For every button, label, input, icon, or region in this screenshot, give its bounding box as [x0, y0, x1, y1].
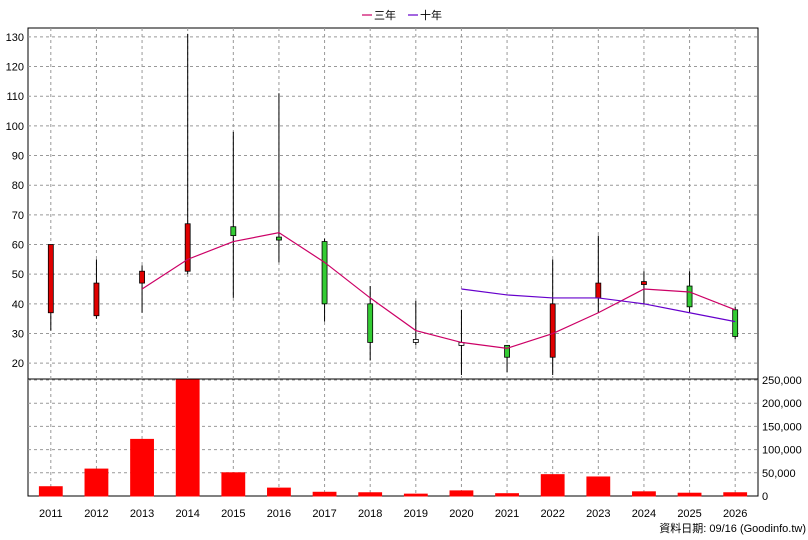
price-tick-label: 100: [6, 121, 24, 133]
candle-body: [504, 344, 510, 358]
x-tick-label: 2017: [312, 508, 336, 520]
price-tick-label: 70: [12, 210, 24, 222]
volume-bar: [449, 490, 474, 497]
x-tick-label: 2015: [221, 508, 245, 520]
x-tick-label: 2026: [723, 508, 747, 520]
plot-frame: [27, 27, 759, 497]
candle-body: [321, 241, 328, 305]
volume-bar: [312, 491, 337, 497]
volume-bar: [540, 474, 565, 497]
candle-body: [412, 339, 419, 343]
candle-body: [367, 303, 374, 343]
ma-line-1: [461, 288, 736, 323]
moving-average-lines: [141, 232, 736, 349]
volume-bar: [130, 438, 154, 497]
volume-bar: [403, 493, 428, 497]
candle-body: [47, 244, 54, 314]
price-tick-label: 80: [12, 180, 24, 192]
legend: 三年 十年: [362, 8, 442, 22]
price-tick-label: 30: [12, 329, 24, 341]
candle-body: [732, 309, 739, 337]
volume-tick-label: 250,000: [762, 375, 802, 387]
source-footer: 資料日期: 09/16 (Goodinfo.tw): [659, 521, 806, 535]
volume-tick-label: 150,000: [762, 421, 802, 433]
x-tick-label: 2024: [632, 508, 656, 520]
price-tick-label: 120: [6, 62, 24, 74]
x-tick-label: 2016: [267, 508, 291, 520]
x-tick-label: 2022: [540, 508, 564, 520]
x-tick-label: 2014: [175, 508, 199, 520]
candle-body: [139, 270, 145, 284]
candle-body: [230, 226, 237, 237]
volume-bar: [221, 472, 246, 497]
price-tick-label: 90: [12, 151, 24, 163]
x-tick-label: 2021: [495, 508, 519, 520]
axes: 20 30 40 50 60 70 80 90 100 110 120 130 0 50,000 100,0…: [6, 32, 802, 520]
volume-bar: [723, 492, 748, 497]
x-tick-label: 2012: [84, 508, 108, 520]
x-tick-label: 2020: [449, 508, 473, 520]
candle-body: [276, 236, 282, 241]
volume-tick-label: 50,000: [762, 468, 796, 480]
volume-bar: [358, 492, 383, 497]
volume-bar: [175, 379, 200, 497]
legend-label-0: 三年: [374, 8, 396, 22]
x-tick-label: 2013: [130, 508, 154, 520]
price-tick-label: 60: [12, 240, 24, 252]
price-tick-label: 110: [6, 91, 24, 103]
volume-bar: [632, 491, 656, 497]
candles: [47, 33, 739, 376]
grid-lines: [28, 28, 758, 496]
plot-border: [27, 27, 759, 497]
ma-line-0: [141, 232, 736, 349]
volume-tick-label: 0: [762, 491, 768, 503]
volume-bar: [677, 492, 702, 497]
price-tick-label: 20: [12, 358, 24, 370]
volume-bars: [38, 379, 748, 497]
candle-body: [549, 303, 556, 358]
volume-bar: [84, 468, 109, 497]
candle-body: [184, 223, 191, 272]
x-tick-label: 2019: [404, 508, 428, 520]
x-tick-label: 2018: [358, 508, 382, 520]
candle-body: [93, 282, 100, 317]
volume-tick-label: 200,000: [762, 398, 802, 410]
volume-tick-label: 100,000: [762, 445, 802, 457]
volume-bar: [267, 487, 291, 497]
candle-body: [641, 281, 647, 285]
price-tick-label: 50: [12, 269, 24, 281]
candle-body: [595, 282, 602, 299]
x-tick-label: 2023: [586, 508, 610, 520]
volume-bar: [495, 493, 519, 497]
price-tick-label: 130: [6, 32, 24, 44]
candle-body: [686, 285, 693, 308]
volume-bar: [586, 476, 611, 497]
legend-label-1: 十年: [420, 8, 442, 22]
x-tick-label: 2025: [677, 508, 701, 520]
volume-bar: [38, 486, 63, 497]
price-tick-label: 40: [12, 299, 24, 311]
x-tick-label: 2011: [39, 508, 63, 520]
